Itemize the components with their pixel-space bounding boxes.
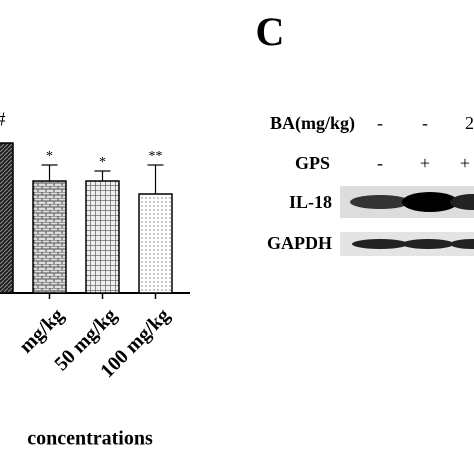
lane-label: +: [420, 153, 430, 173]
band: [402, 239, 454, 249]
bar: [0, 142, 14, 294]
row-label: GPS: [295, 153, 330, 173]
row-label: BA(mg/kg): [270, 113, 355, 134]
significance-label: *: [46, 149, 53, 164]
band: [350, 195, 410, 209]
lane-label: -: [377, 153, 383, 173]
lane-label: -: [377, 113, 383, 133]
significance-label: *: [99, 155, 106, 170]
band-label: GAPDH: [267, 233, 332, 253]
band: [450, 239, 474, 249]
bar: [138, 193, 173, 294]
lane-label: +: [460, 153, 470, 173]
lane-label: 25: [465, 113, 474, 133]
band: [450, 194, 474, 210]
band-label: IL-18: [289, 192, 332, 212]
lane-label: -: [422, 113, 428, 133]
x-axis-title: concentrations: [27, 428, 153, 450]
significance-label: **: [149, 149, 163, 164]
band: [352, 239, 408, 249]
bar: [85, 180, 120, 294]
blot: [340, 186, 474, 256]
band: [402, 192, 458, 212]
bar: [32, 180, 67, 294]
panel-label: C: [256, 9, 285, 54]
significance-label: #: [0, 109, 6, 131]
